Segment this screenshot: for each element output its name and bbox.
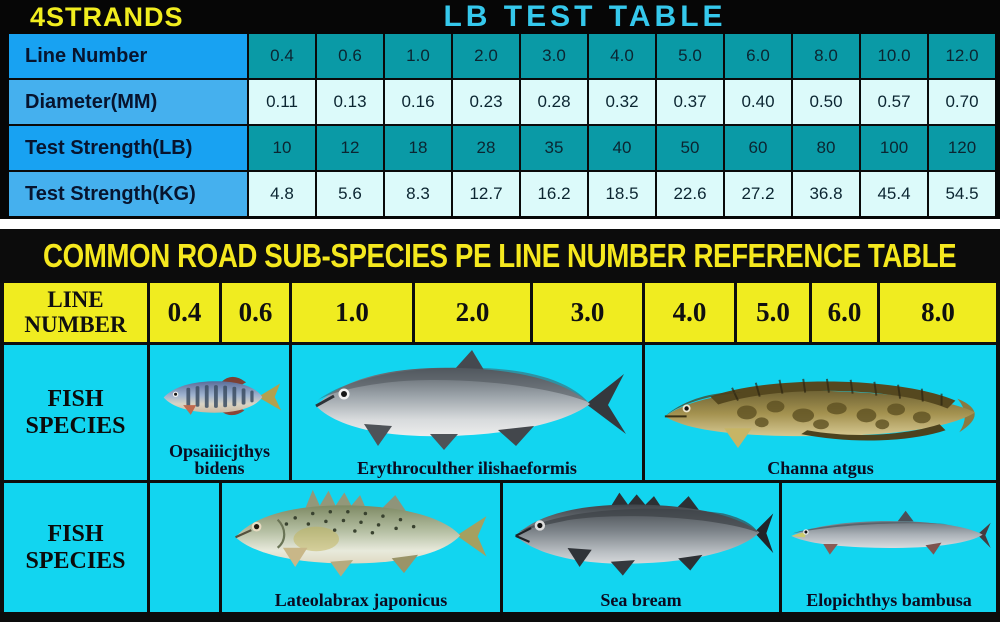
spec-row-diameter: Diameter(MM) 0.11 0.13 0.16 0.23 0.28 0.… [9,80,995,126]
section-divider [0,219,1000,229]
reference-banner-title: COMMON ROAD SUB-SPECIES PE LINE NUMBER R… [43,237,957,274]
spec-cell: 8.3 [385,172,453,216]
spec-cell: 0.6 [317,34,385,78]
spec-cell: 0.11 [249,80,317,124]
line-number-col: 2.0 [415,283,533,342]
header-bar: 4STRANDS LB TEST TABLE [0,0,1000,34]
fish-illustration-channa-atgus [664,378,975,449]
empty-cell [150,483,222,612]
fish-illustration-sea-bream [515,492,774,576]
spec-cell: 3.0 [521,34,589,78]
species-name: Elopichthys bambusa [806,589,972,610]
species-name: Sea bream [600,589,682,610]
species-cell: Sea bream [503,483,782,612]
spec-row-label: Test Strength(LB) [9,126,249,170]
spec-cell: 80 [793,126,861,170]
species-reference-table: LINE NUMBER 0.4 0.6 1.0 2.0 3.0 4.0 5.0 … [0,283,1000,612]
line-number-col: 3.0 [533,283,645,342]
species-cell: Elopichthys bambusa [782,483,996,612]
species-row-2: FISH SPECIES [4,483,996,612]
spec-row-line-number: Line Number 0.4 0.6 1.0 2.0 3.0 4.0 5.0 … [9,34,995,80]
spec-row-test-strength-kg: Test Strength(KG) 4.8 5.6 8.3 12.7 16.2 … [9,172,995,216]
spec-cell: 5.0 [657,34,725,78]
spec-cell: 54.5 [929,172,995,216]
species-cell: Channa atgus [645,345,996,480]
spec-cell: 18.5 [589,172,657,216]
species-name: Opsaiiicjthys bidens [168,440,270,478]
line-number-header-label: LINE NUMBER [4,283,150,342]
spec-cell: 0.32 [589,80,657,124]
spec-cell: 120 [929,126,995,170]
fish-illustration-elopichthys-bambusa [791,510,991,555]
spec-cell: 6.0 [725,34,793,78]
spec-cell: 0.28 [521,80,589,124]
spec-row-label: Test Strength(KG) [9,172,249,216]
spec-cell: 40 [589,126,657,170]
spec-cell: 35 [521,126,589,170]
spec-row-label: Diameter(MM) [9,80,249,124]
spec-cell: 12.0 [929,34,995,78]
spec-cell: 0.16 [385,80,453,124]
spec-cell: 0.4 [249,34,317,78]
spec-cell: 100 [861,126,929,170]
line-number-col: 0.6 [222,283,292,342]
spec-cell: 0.40 [725,80,793,124]
species-cell: Lateolabrax japonicus [222,483,503,612]
line-number-col: 5.0 [737,283,812,342]
spec-cell: 5.6 [317,172,385,216]
spec-cell: 10.0 [861,34,929,78]
spec-cell: 60 [725,126,793,170]
species-name: Lateolabrax japonicus [274,589,448,610]
spec-cell: 16.2 [521,172,589,216]
species-cell: Opsaiiicjthys bidens [150,345,292,480]
page-title: LB TEST TABLE [443,0,727,33]
line-number-col: 1.0 [292,283,415,342]
species-row-label: FISH SPECIES [4,345,150,480]
title-wrap: LB TEST TABLE [210,0,960,34]
spec-cell: 0.37 [657,80,725,124]
spec-cell: 12 [317,126,385,170]
line-number-col: 4.0 [645,283,737,342]
species-row-1: FISH SPECIES [4,345,996,483]
line-number-col: 6.0 [812,283,880,342]
spec-cell: 22.6 [657,172,725,216]
line-number-col: 8.0 [880,283,996,342]
species-row-label: FISH SPECIES [4,483,150,612]
spec-row-label: Line Number [9,34,249,78]
spec-cell: 0.57 [861,80,929,124]
spec-cell: 27.2 [725,172,793,216]
spec-row-test-strength-lb: Test Strength(LB) 10 12 18 28 35 40 50 6… [9,126,995,172]
species-reference-section: COMMON ROAD SUB-SPECIES PE LINE NUMBER R… [0,229,1000,622]
fish-illustration-opsaiiicjthys-bidens [163,376,281,416]
spec-cell: 4.0 [589,34,657,78]
spec-cell: 0.50 [793,80,861,124]
spec-cell: 50 [657,126,725,170]
spec-cell: 0.23 [453,80,521,124]
lb-test-table-section: 4STRANDS LB TEST TABLE Line Number 0.4 0… [0,0,1000,219]
spec-table: Line Number 0.4 0.6 1.0 2.0 3.0 4.0 5.0 … [9,34,995,216]
species-name: Channa atgus [767,457,874,478]
fish-illustration-erythroculther-ilishaeformis [315,350,626,450]
spec-cell: 12.7 [453,172,521,216]
brand-logo: 4STRANDS [30,1,184,32]
line-number-col: 0.4 [150,283,222,342]
spec-cell: 28 [453,126,521,170]
fish-illustration-lateolabrax-japonicus [235,489,487,577]
spec-cell: 2.0 [453,34,521,78]
line-number-header-row: LINE NUMBER 0.4 0.6 1.0 2.0 3.0 4.0 5.0 … [4,283,996,345]
spec-cell: 0.13 [317,80,385,124]
spec-cell: 0.70 [929,80,995,124]
spec-cell: 36.8 [793,172,861,216]
spec-cell: 1.0 [385,34,453,78]
species-name: Erythroculther ilishaeformis [357,457,577,478]
reference-banner: COMMON ROAD SUB-SPECIES PE LINE NUMBER R… [0,229,1000,283]
spec-cell: 18 [385,126,453,170]
spec-cell: 45.4 [861,172,929,216]
spec-cell: 10 [249,126,317,170]
species-cell: Erythroculther ilishaeformis [292,345,645,480]
spec-cell: 8.0 [793,34,861,78]
spec-cell: 4.8 [249,172,317,216]
